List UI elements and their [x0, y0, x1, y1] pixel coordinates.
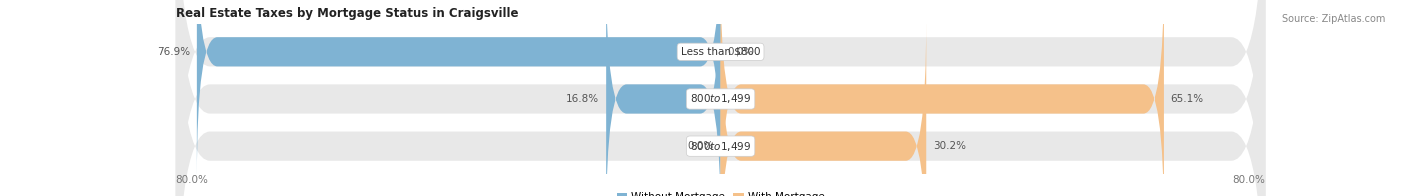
Text: $800 to $1,499: $800 to $1,499	[690, 140, 751, 153]
FancyBboxPatch shape	[606, 0, 721, 196]
Text: $800 to $1,499: $800 to $1,499	[690, 93, 751, 105]
FancyBboxPatch shape	[197, 0, 721, 179]
Text: Real Estate Taxes by Mortgage Status in Craigsville: Real Estate Taxes by Mortgage Status in …	[176, 7, 519, 20]
FancyBboxPatch shape	[176, 0, 1265, 196]
FancyBboxPatch shape	[721, 0, 1164, 196]
Text: Source: ZipAtlas.com: Source: ZipAtlas.com	[1281, 14, 1385, 24]
FancyBboxPatch shape	[176, 0, 1265, 196]
Text: 0.0%: 0.0%	[688, 141, 714, 151]
Text: 16.8%: 16.8%	[567, 94, 599, 104]
Legend: Without Mortgage, With Mortgage: Without Mortgage, With Mortgage	[616, 192, 825, 196]
Text: 80.0%: 80.0%	[1233, 175, 1265, 185]
Text: 30.2%: 30.2%	[934, 141, 966, 151]
Text: 65.1%: 65.1%	[1171, 94, 1204, 104]
FancyBboxPatch shape	[176, 0, 1265, 196]
Text: 80.0%: 80.0%	[176, 175, 208, 185]
Text: Less than $800: Less than $800	[681, 47, 761, 57]
Text: 0.0%: 0.0%	[727, 47, 754, 57]
FancyBboxPatch shape	[721, 19, 927, 196]
Text: 76.9%: 76.9%	[157, 47, 190, 57]
